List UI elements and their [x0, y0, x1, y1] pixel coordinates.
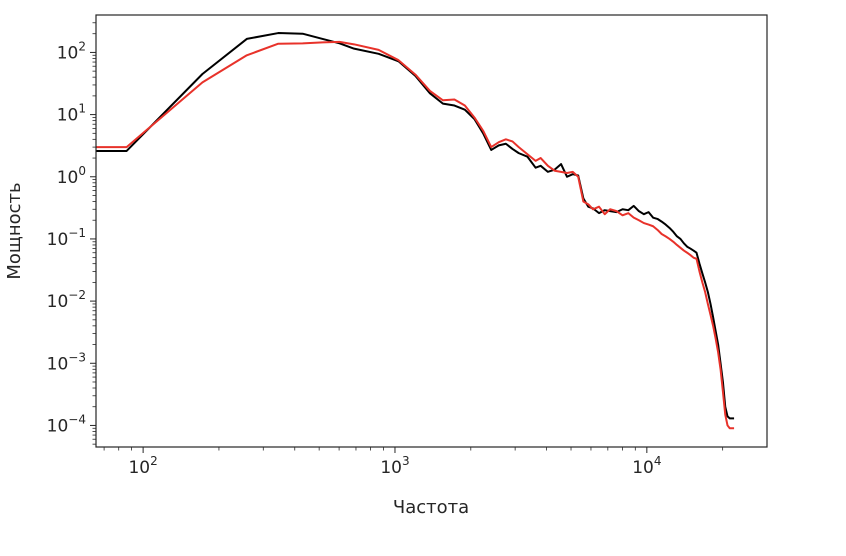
series-line-1: [96, 32, 735, 420]
y-tick-label: 101: [57, 102, 86, 126]
x-tick-label: 102: [128, 454, 157, 478]
y-axis-label: Мощность: [4, 182, 25, 279]
y-tick-label: 10−2: [47, 288, 86, 312]
y-tick-label: 10−4: [47, 412, 86, 436]
plot-frame: [95, 14, 768, 448]
x-tick-label: 103: [380, 454, 409, 478]
y-tick-label: 10−1: [47, 226, 86, 250]
plot-area: [96, 15, 767, 447]
series-layer: [96, 32, 735, 430]
tick-layer: 102 103 104 10−4 10−3 10−2 10−1 100 101 102: [47, 22, 724, 478]
series-line-2: [96, 40, 735, 430]
x-tick-label: 104: [632, 454, 661, 478]
x-axis-label: Частота: [393, 497, 469, 518]
y-tick-label: 102: [57, 39, 86, 63]
y-tick-label: 100: [57, 164, 86, 188]
y-tick-label: 10−3: [47, 350, 86, 374]
